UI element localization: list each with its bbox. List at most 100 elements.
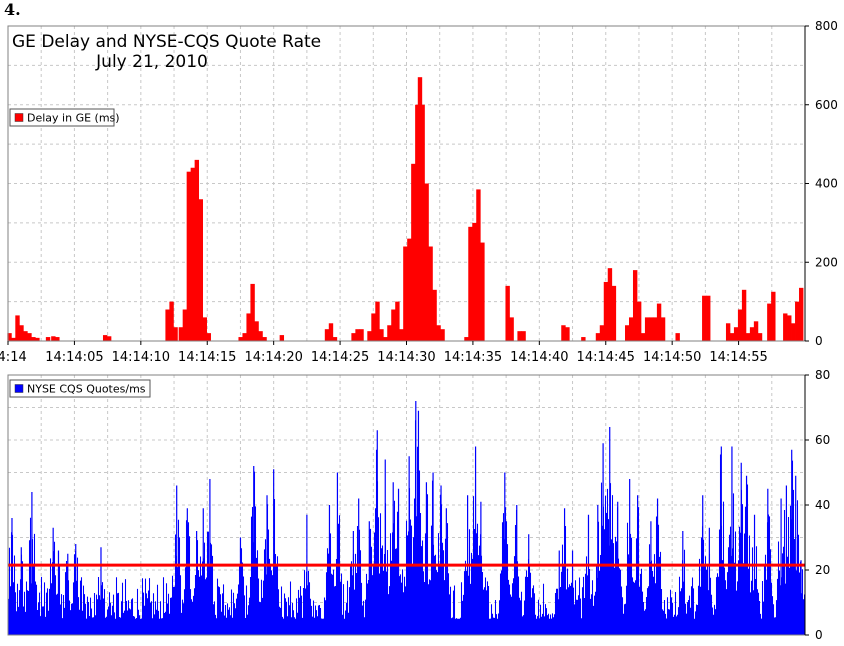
delay-bar (675, 333, 680, 341)
delay-bar (367, 331, 372, 341)
delay-bar (420, 104, 425, 341)
delay-bar (202, 317, 207, 341)
quotes-y-tick-label: 0 (815, 628, 823, 642)
delay-bar (23, 331, 28, 341)
x-tick-label: 14:14:35 (444, 350, 502, 365)
delay-bar (517, 331, 522, 341)
delay-bar (332, 337, 338, 341)
delay-bar (741, 289, 747, 341)
delay-bar (737, 309, 743, 341)
delay-bar (15, 315, 20, 341)
delay-bar (279, 335, 285, 341)
delay-bar (464, 337, 469, 341)
x-tick-label: 14:14:55 (709, 350, 767, 365)
delay-bar (190, 167, 196, 341)
delay-y-tick-label: 200 (815, 255, 838, 269)
delay-bar (505, 285, 510, 341)
delay-bar (771, 291, 776, 341)
delay-bar (182, 309, 188, 341)
delay-bar (35, 337, 40, 341)
delay-bar (787, 315, 792, 341)
figure-number: 4. (4, 0, 21, 19)
delay-bar (417, 77, 423, 341)
delay-bar (379, 329, 384, 341)
delay-bar (403, 246, 408, 341)
delay-bar (628, 317, 634, 341)
delay-bar (702, 295, 707, 341)
delay-bar (411, 163, 416, 341)
delay-bar (636, 301, 642, 341)
x-tick-label: 14:14:25 (311, 350, 369, 365)
x-tick-label: 14:14:30 (377, 350, 435, 365)
x-tick-label: 14:14:45 (577, 350, 635, 365)
delay-bar (387, 325, 392, 341)
quotes-legend-box (9, 379, 151, 398)
delay-bar (436, 325, 441, 341)
x-tick-label: 14:14:50 (643, 350, 701, 365)
delay-bar (55, 337, 60, 341)
delay-bar (725, 323, 731, 341)
delay-bar (51, 336, 56, 341)
x-tick-label: 14:14:20 (244, 350, 302, 365)
delay-bar (324, 329, 330, 341)
delay-bar (246, 313, 251, 341)
delay-bar (194, 159, 200, 341)
delay-bar (745, 333, 751, 341)
delay-bar (407, 238, 412, 341)
delay-bar (206, 333, 211, 341)
delay-bar (480, 242, 485, 341)
delay-bar (595, 333, 601, 341)
x-tick-label: 14:14:15 (178, 350, 236, 365)
chart-subtitle: July 21, 2010 (95, 52, 208, 72)
x-tick-label: 14:14 (0, 350, 27, 365)
delay-bar (254, 321, 259, 341)
quotes-legend-label: NYSE CQS Quotes/ms (27, 383, 146, 396)
delay-bar (476, 189, 481, 341)
delay-bar (355, 329, 360, 341)
delay-bar (19, 325, 24, 341)
delay-bar (395, 301, 400, 341)
delay-bar (371, 313, 376, 341)
delay-bar (169, 301, 174, 341)
x-tick-label: 14:14:40 (510, 350, 568, 365)
delay-bar (509, 317, 514, 341)
delay-bar (625, 325, 630, 341)
delay-bar (472, 222, 477, 341)
delay-bar (656, 303, 662, 341)
x-tick-label: 14:14:05 (45, 350, 103, 365)
delay-bar (632, 270, 638, 341)
delay-bar (581, 337, 586, 341)
delay-bar (424, 183, 429, 341)
delay-bar (468, 226, 473, 341)
delay-bar (561, 325, 566, 341)
delay-bar (428, 246, 433, 341)
delay-bar (391, 309, 396, 341)
delay-bar (660, 317, 666, 341)
delay-bar (706, 295, 711, 341)
delay-bar (611, 285, 617, 341)
quotes-y-tick-label: 80 (815, 368, 830, 382)
delay-bar (383, 337, 388, 341)
bottom-quote-rate-panel: 0 20 40 60 80 NYSE CQS Quotes/ms (7, 368, 830, 642)
delay-bar (242, 333, 247, 341)
delay-bar (238, 337, 243, 341)
delay-bar (733, 327, 739, 341)
delay-bar (7, 333, 12, 341)
delay-bar (351, 333, 356, 341)
delay-bar (258, 331, 263, 341)
delay-y-tick-label: 400 (815, 177, 838, 191)
delay-bar (198, 199, 204, 341)
delay-bar (749, 327, 755, 341)
delay-bar (27, 333, 32, 341)
quotes-y-tick-label: 20 (815, 563, 830, 577)
delay-y-tick-label: 600 (815, 98, 838, 112)
delay-bar (165, 309, 170, 341)
top-delay-panel: 0 200 400 600 800 14:14 14:14:05 14:14:10 14:14:… (0, 19, 838, 365)
delay-bar (262, 337, 267, 341)
quotes-y-tick-label: 40 (815, 498, 830, 512)
delay-bar (753, 321, 759, 341)
delay-legend-box (9, 108, 115, 127)
delay-legend-swatch (14, 113, 24, 122)
delay-bar (440, 329, 445, 341)
